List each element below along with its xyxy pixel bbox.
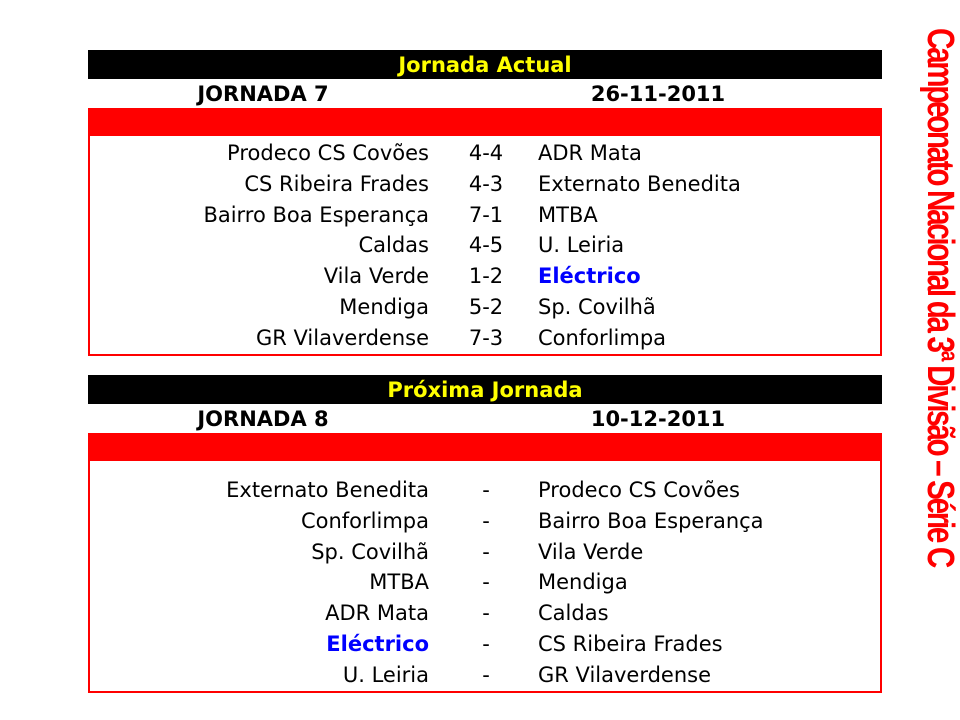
score: - (482, 631, 490, 656)
match-row: Caldas 4-5 U. Leiria (90, 230, 880, 261)
round-header: JORNADA 8 10-12-2011 (88, 404, 882, 433)
table-title: Próxima Jornada (88, 375, 882, 404)
home-team: U. Leiria (342, 662, 429, 687)
match-row: Prodeco CS Covões 4-4 ADR Mata (90, 138, 880, 169)
away-team: Bairro Boa Esperança (538, 508, 764, 533)
away-team: U. Leiria (538, 233, 625, 258)
home-team: MTBA (369, 570, 429, 595)
away-team: Vila Verde (538, 539, 644, 564)
home-team: Prodeco CS Covões (227, 141, 429, 165)
match-row: ADR Mata - Caldas (90, 598, 880, 629)
away-team: Sp. Covilhã (538, 294, 656, 319)
home-team: Vila Verde (323, 264, 429, 289)
home-team: GR Vilaverdense (255, 325, 429, 350)
away-team: MTBA (538, 202, 598, 227)
match-row: Vila Verde 1-2 Eléctrico (90, 261, 880, 292)
match-row: Mendiga 5-2 Sp. Covilhã (90, 292, 880, 323)
home-team: Conforlimpa (300, 508, 429, 533)
match-row: CS Ribeira Frades 4-3 Externato Benedita (90, 169, 880, 200)
match-row: MTBA - Mendiga (90, 567, 880, 598)
round-date: 10-12-2011 (590, 407, 726, 431)
away-team: ADR Mata (538, 141, 642, 165)
score: - (482, 539, 490, 564)
red-bar (90, 433, 880, 461)
away-team: Conforlimpa (538, 325, 667, 350)
next-round-table: Próxima Jornada JORNADA 8 10-12-2011 Ext… (88, 375, 882, 693)
home-team: Sp. Covilhã (311, 539, 429, 564)
home-team: Mendiga (339, 294, 429, 319)
table-title: Jornada Actual (88, 50, 882, 79)
score: - (482, 508, 490, 533)
score: 7-3 (468, 325, 504, 350)
away-team: Externato Benedita (538, 171, 741, 196)
score: - (482, 570, 490, 595)
score: 4-3 (468, 171, 504, 196)
match-row: Eléctrico - CS Ribeira Frades (90, 629, 880, 660)
away-team: Caldas (538, 601, 609, 626)
score: - (482, 662, 490, 687)
match-row: U. Leiria - GR Vilaverdense (90, 660, 880, 691)
side-title-text: Campeonato Nacional da 3ª Divisão – Séri… (919, 28, 960, 566)
round-number: JORNADA 8 (197, 407, 329, 431)
score: - (482, 478, 490, 502)
away-team: CS Ribeira Frades (538, 631, 723, 656)
match-row: GR Vilaverdense 7-3 Conforlimpa (90, 323, 880, 354)
match-row: Conforlimpa - Bairro Boa Esperança (90, 506, 880, 537)
away-team: GR Vilaverdense (538, 662, 712, 687)
home-team: Caldas (358, 233, 429, 258)
match-row: Externato Benedita - Prodeco CS Covões (90, 475, 880, 506)
red-bar (90, 108, 880, 136)
home-team: ADR Mata (325, 601, 429, 626)
home-team: Eléctrico (326, 631, 429, 656)
match-row: Bairro Boa Esperança 7-1 MTBA (90, 200, 880, 231)
round-date: 26-11-2011 (590, 82, 726, 106)
home-team: Externato Benedita (226, 478, 429, 502)
home-team: CS Ribeira Frades (244, 171, 429, 196)
away-team: Mendiga (538, 570, 628, 595)
away-team: Prodeco CS Covões (538, 478, 740, 502)
score: 4-4 (468, 141, 504, 165)
score: 5-2 (468, 294, 504, 319)
away-team: Eléctrico (538, 264, 641, 289)
side-title: Campeonato Nacional da 3ª Divisão – Séri… (918, 28, 960, 708)
score: - (482, 601, 490, 626)
score: 4-5 (468, 233, 504, 258)
score: 7-1 (468, 202, 504, 227)
round-number: JORNADA 7 (197, 82, 329, 106)
round-header: JORNADA 7 26-11-2011 (88, 79, 882, 108)
home-team: Bairro Boa Esperança (203, 202, 429, 227)
current-round-table: Jornada Actual JORNADA 7 26-11-2011 Prod… (88, 50, 882, 356)
score: 1-2 (468, 264, 504, 289)
match-row: Sp. Covilhã - Vila Verde (90, 537, 880, 568)
